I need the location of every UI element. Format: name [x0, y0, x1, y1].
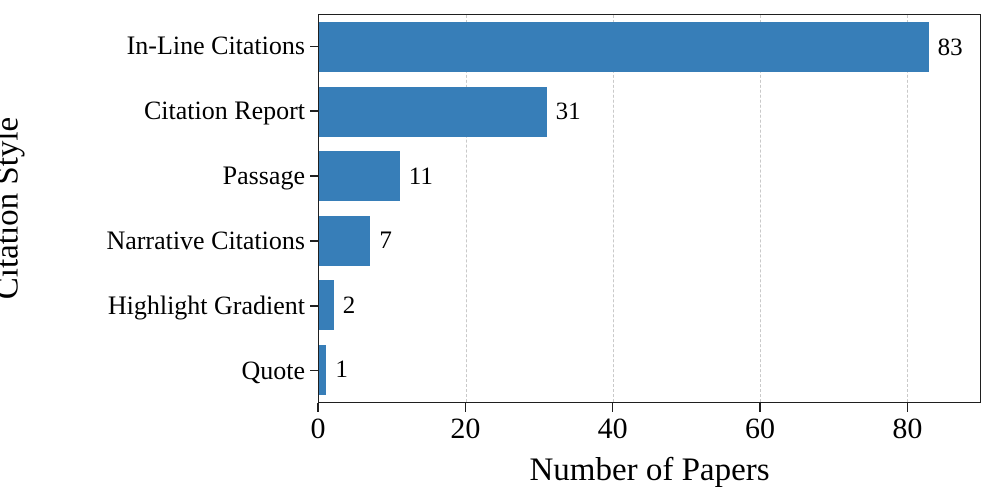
y-tick-mark — [310, 369, 318, 372]
category-label: Narrative Citations — [106, 225, 305, 255]
category-label-row: In-Line Citations — [0, 14, 305, 79]
bar-row: 11 — [319, 144, 980, 209]
x-tick-mark — [906, 403, 909, 412]
y-tick-slot — [310, 208, 318, 273]
category-label: Passage — [222, 161, 305, 191]
gridline — [612, 15, 614, 402]
category-label: In-Line Citations — [126, 31, 305, 61]
category-label: Citation Report — [143, 96, 305, 126]
x-tick-label: 20 — [450, 412, 481, 445]
bar — [319, 344, 327, 395]
gridline — [906, 15, 908, 402]
gridline — [465, 15, 467, 402]
category-label-row: Highlight Gradient — [0, 273, 305, 338]
y-tick-mark — [310, 45, 318, 48]
bar — [319, 215, 371, 266]
y-tick-mark — [310, 240, 318, 242]
bar-row: 31 — [319, 80, 980, 145]
bar-value-label: 2 — [342, 291, 356, 319]
category-label-row: Passage — [0, 144, 305, 209]
x-tick-label: 40 — [597, 412, 628, 445]
y-tick-slot — [310, 144, 318, 209]
x-tick-label: 60 — [745, 412, 775, 445]
bar-row: 83 — [319, 15, 980, 80]
gridline — [759, 15, 761, 402]
y-tick-slot — [310, 338, 318, 403]
x-tick-mark — [317, 403, 319, 412]
bar — [319, 280, 334, 331]
bar-value-label: 1 — [335, 356, 348, 384]
y-tick-mark — [310, 110, 318, 113]
x-tick-mark — [611, 403, 614, 412]
bar-row: 2 — [319, 273, 980, 338]
bar-value-label: 83 — [937, 33, 963, 61]
category-label-row: Narrative Citations — [0, 208, 305, 273]
x-tick-label: 0 — [310, 412, 326, 445]
x-tick-mark — [759, 403, 761, 412]
bar — [319, 22, 929, 73]
y-category-labels: In-Line Citations Citation Report Passage N… — [0, 14, 305, 403]
bar-value-label: 11 — [408, 162, 433, 190]
x-axis-tick-marks — [317, 403, 981, 412]
bar — [319, 86, 547, 137]
bar-row: 7 — [319, 209, 980, 274]
x-axis-title: Number of Papers — [529, 452, 770, 488]
category-label-row: Quote — [0, 338, 305, 403]
x-tick-mark — [464, 403, 467, 412]
bar — [319, 151, 400, 202]
category-label-row: Citation Report — [0, 79, 305, 144]
bar-value-label: 7 — [379, 227, 392, 255]
x-tick-label: 80 — [892, 412, 923, 445]
y-axis-tick-marks — [310, 14, 318, 403]
bar-row: 1 — [319, 338, 980, 403]
y-tick-slot — [310, 14, 318, 79]
bar-value-label: 31 — [555, 98, 581, 126]
y-tick-slot — [310, 79, 318, 144]
y-tick-slot — [310, 273, 318, 338]
category-label: Highlight Gradient — [107, 290, 305, 320]
y-tick-mark — [310, 304, 318, 307]
x-axis-tick-labels: 0 20 40 60 80 — [311, 412, 981, 448]
plot-area: 83 31 11 7 2 1 — [318, 14, 981, 403]
y-tick-mark — [310, 175, 318, 177]
category-label: Quote — [241, 355, 305, 385]
bars-container: 83 31 11 7 2 1 — [319, 15, 980, 402]
